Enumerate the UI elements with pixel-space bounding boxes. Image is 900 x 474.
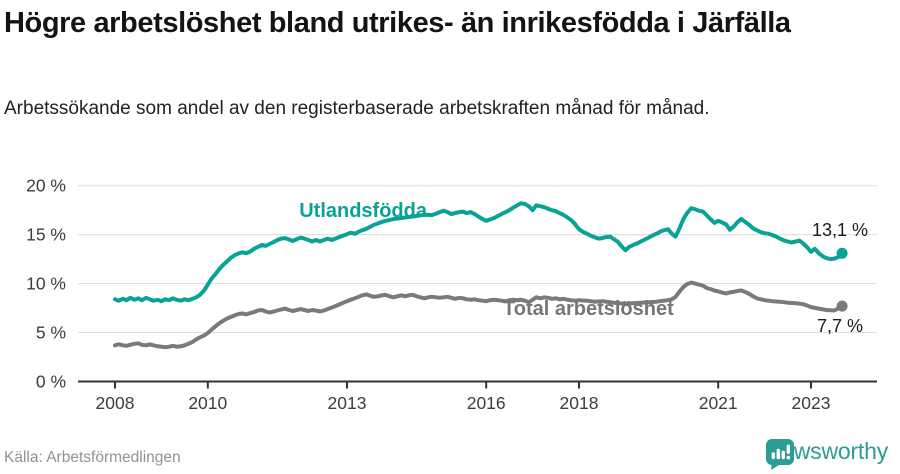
- logo-bar-medium: [776, 448, 780, 460]
- y-tick-label: 15 %: [26, 225, 66, 245]
- x-tick-label: 2023: [792, 393, 831, 413]
- end-value-label-utlandsfodda: 13,1 %: [811, 220, 868, 240]
- source-credit: Källa: Arbetsförmedlingen: [4, 449, 181, 466]
- page-title: Högre arbetslöshet bland utrikes- än inr…: [4, 7, 791, 39]
- newsworthy-logo: Newsworthy: [765, 438, 888, 470]
- x-tick-label: 2018: [560, 393, 599, 413]
- newsworthy-logo-icon: [765, 439, 794, 470]
- y-tick-label: 10 %: [26, 274, 66, 294]
- y-tick-label: 5 %: [36, 323, 66, 343]
- series-end-dot: [836, 300, 848, 312]
- x-tick-label: 2010: [188, 393, 227, 413]
- x-tick-label: 2021: [699, 393, 738, 413]
- x-tick-label: 2008: [96, 393, 135, 413]
- x-tick-label: 2016: [467, 393, 506, 413]
- series-end-dot: [836, 247, 848, 259]
- logo-bar-tall: [781, 450, 785, 460]
- logo-exclamation-bar: [786, 444, 790, 454]
- y-tick-label: 20 %: [26, 176, 66, 196]
- series-line-utlandsfodda: [113, 201, 845, 304]
- logo-bar-small: [771, 452, 775, 460]
- series-line-total-arbetsloshet: [113, 280, 845, 350]
- series-label-total-arbetsloshet: Total arbetslöshet: [503, 298, 674, 320]
- y-tick-label: 0 %: [36, 372, 66, 392]
- page-subtitle: Arbetssökande som andel av den registerb…: [4, 98, 710, 119]
- x-tick-label: 2013: [328, 393, 367, 413]
- end-value-label-total-arbetsloshet: 7,7 %: [816, 316, 863, 336]
- series-label-utlandsfodda: Utlandsfödda: [299, 200, 427, 222]
- logo-exclamation-dot: [786, 455, 790, 460]
